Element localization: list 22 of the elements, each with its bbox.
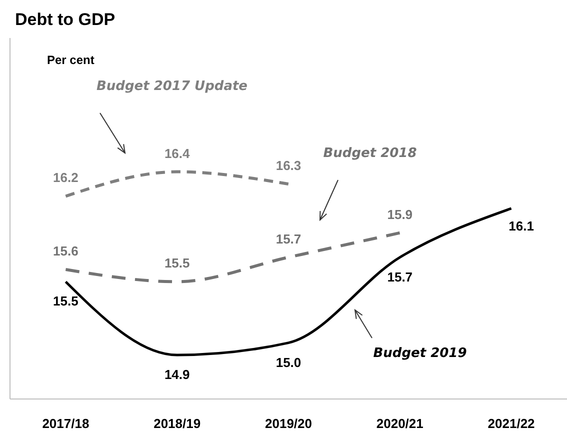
data-label: 15.7: [387, 269, 413, 284]
x-tick-label: 2020/21: [376, 416, 424, 431]
data-label: 16.1: [508, 218, 534, 234]
text: Budget 2017 Update: [96, 79, 248, 94]
x-tick-label: 2017/18: [42, 416, 90, 431]
data-label: 15.9: [387, 206, 413, 222]
data-label: 15.6: [53, 244, 78, 259]
text: Budget 2018: [323, 146, 417, 161]
data-label: 15.0: [276, 354, 302, 370]
data-label: 14.9: [164, 367, 190, 382]
data-label: 16.3: [276, 158, 302, 173]
x-tick-label: 2018/19: [154, 416, 201, 431]
x-tick-label: 2021/22: [488, 416, 535, 431]
data-label: 15.5: [164, 256, 190, 271]
chart-title: Debt to GDP: [15, 10, 116, 29]
x-tick-label: 2019/20: [265, 416, 312, 431]
data-label: 15.5: [53, 294, 78, 309]
text: Budget 2019: [373, 346, 467, 361]
text: Per cent: [47, 53, 94, 67]
data-label: 15.7: [276, 231, 302, 246]
data-label: 16.2: [53, 170, 78, 186]
data-label: 16.4: [164, 146, 191, 161]
